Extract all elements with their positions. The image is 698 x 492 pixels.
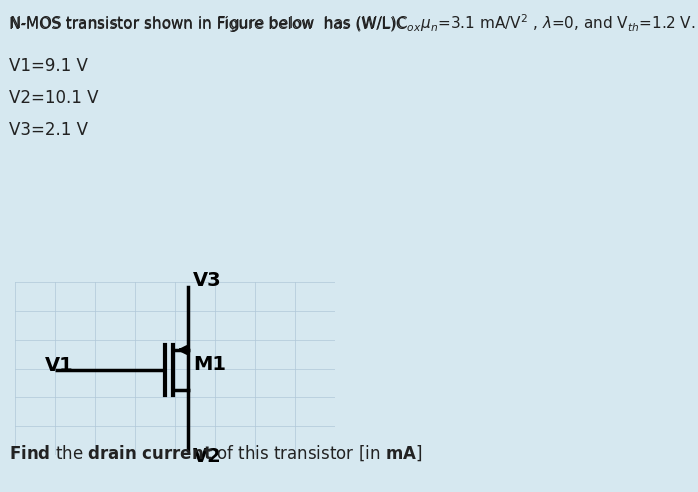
- Text: N-MOS transistor shown in Figure below  has (W/L)C$_{ox}$$\mu$$_{n}$=3.1 mA/V$^{: N-MOS transistor shown in Figure below h…: [9, 12, 695, 34]
- Text: V1: V1: [45, 356, 74, 375]
- Text: V2=10.1 V: V2=10.1 V: [9, 89, 98, 107]
- Text: M1: M1: [193, 356, 226, 374]
- Text: V2: V2: [193, 447, 222, 466]
- Text: N-MOS transistor shown in Figure below  has (W/L)C: N-MOS transistor shown in Figure below h…: [9, 17, 406, 32]
- Text: $\mathbf{Find}$ the $\mathbf{drain\ current}$ of this transistor [in $\mathbf{mA: $\mathbf{Find}$ the $\mathbf{drain\ curr…: [9, 444, 422, 463]
- Text: V1=9.1 V: V1=9.1 V: [9, 57, 88, 75]
- Text: V3=2.1 V: V3=2.1 V: [9, 121, 88, 139]
- Text: V3: V3: [193, 271, 222, 290]
